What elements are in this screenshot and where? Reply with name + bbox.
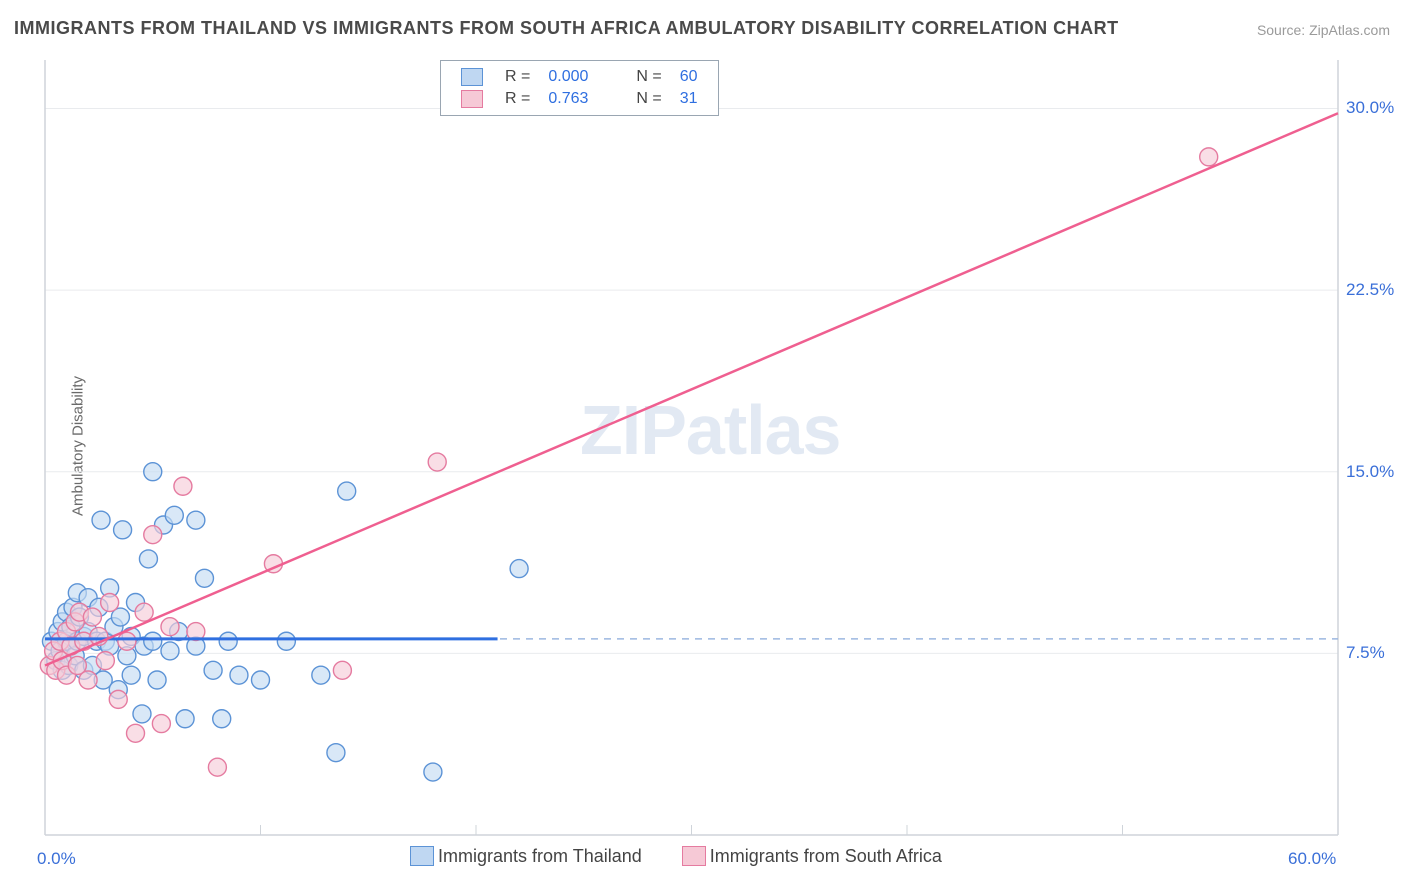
south-africa-point [161, 618, 179, 636]
legend-swatch [461, 68, 483, 86]
south-africa-point [1200, 148, 1218, 166]
south-africa-point [428, 453, 446, 471]
y-tick-label: 15.0% [1346, 462, 1394, 482]
legend-r-label: R = [497, 67, 538, 87]
thailand-point [213, 710, 231, 728]
legend-n-label: N = [628, 89, 669, 109]
south-africa-point [127, 724, 145, 742]
correlation-legend: R =0.000 N =60 R =0.763 N =31 [440, 60, 719, 116]
legend-swatch [682, 846, 706, 866]
legend-r-value: 0.000 [540, 67, 596, 87]
thailand-point [148, 671, 166, 689]
legend-swatch [461, 90, 483, 108]
thailand-point [252, 671, 270, 689]
south-africa-trendline [45, 113, 1338, 665]
thailand-point [92, 511, 110, 529]
south-africa-point [79, 671, 97, 689]
thailand-point [338, 482, 356, 500]
thailand-point [219, 632, 237, 650]
legend-series-label: Immigrants from Thailand [438, 846, 642, 866]
legend-series-label: Immigrants from South Africa [710, 846, 942, 866]
thailand-point [312, 666, 330, 684]
y-tick-label: 30.0% [1346, 98, 1394, 118]
legend-n-value: 60 [672, 67, 706, 87]
thailand-point [176, 710, 194, 728]
thailand-point [195, 569, 213, 587]
thailand-point [161, 642, 179, 660]
thailand-point [277, 632, 295, 650]
thailand-point [204, 661, 222, 679]
thailand-point [327, 744, 345, 762]
thailand-point [230, 666, 248, 684]
scatter-chart [0, 0, 1406, 892]
south-africa-point [83, 608, 101, 626]
thailand-point [133, 705, 151, 723]
south-africa-point [101, 594, 119, 612]
thailand-point [187, 511, 205, 529]
south-africa-point [208, 758, 226, 776]
x-tick-label: 60.0% [1288, 849, 1336, 869]
thailand-point [165, 506, 183, 524]
legend-n-label: N = [628, 67, 669, 87]
series-legend: Immigrants from Thailand Immigrants from … [410, 845, 942, 867]
y-tick-label: 7.5% [1346, 643, 1385, 663]
legend-r-label: R = [497, 89, 538, 109]
south-africa-point [174, 477, 192, 495]
south-africa-point [152, 715, 170, 733]
thailand-point [114, 521, 132, 539]
south-africa-point [109, 690, 127, 708]
x-tick-label: 0.0% [37, 849, 76, 869]
thailand-point [424, 763, 442, 781]
south-africa-point [333, 661, 351, 679]
thailand-point [144, 463, 162, 481]
thailand-point [122, 666, 140, 684]
south-africa-point [135, 603, 153, 621]
south-africa-point [144, 526, 162, 544]
y-tick-label: 22.5% [1346, 280, 1394, 300]
south-africa-point [96, 652, 114, 670]
legend-swatch [410, 846, 434, 866]
thailand-point [510, 560, 528, 578]
south-africa-point [118, 632, 136, 650]
legend-n-value: 31 [672, 89, 706, 109]
thailand-point [144, 632, 162, 650]
thailand-point [139, 550, 157, 568]
legend-r-value: 0.763 [540, 89, 596, 109]
